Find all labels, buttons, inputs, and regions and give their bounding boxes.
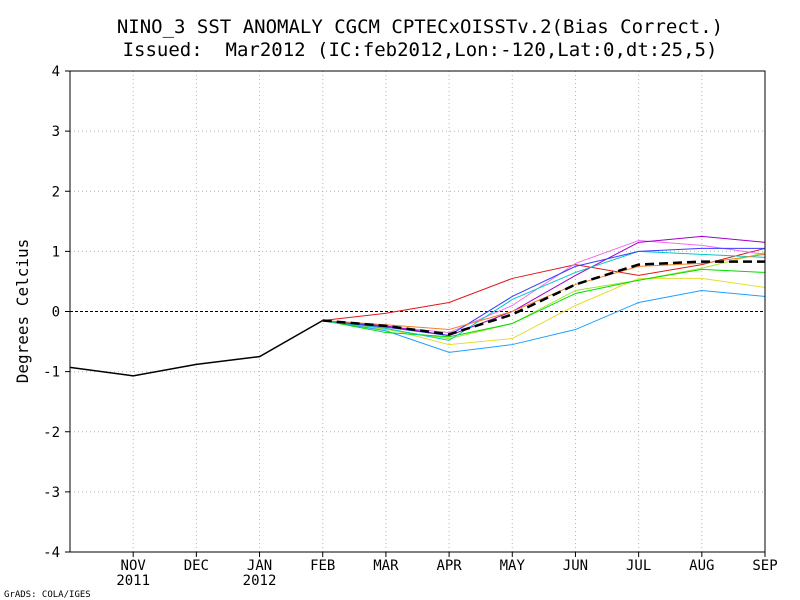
ensemble-member-5-line <box>322 268 766 338</box>
ensemble-member-1-line <box>322 247 766 322</box>
x-tick-label: JUN <box>563 558 588 574</box>
x-tick-label: APR <box>436 558 462 574</box>
x-tick-label: AUG <box>689 558 714 574</box>
x-tick-label: FEB <box>310 558 335 574</box>
y-tick-label: 3 <box>52 124 60 140</box>
y-tick-label: -1 <box>43 365 60 381</box>
grads-credit: GrADS: COLA/IGES <box>4 590 91 600</box>
x-tick-label: MAY <box>500 558 526 574</box>
chart-subtitle: Issued: Mar2012 (IC:feb2012,Lon:-120,Lat… <box>123 39 718 61</box>
y-tick-label: 4 <box>52 64 60 80</box>
x-tick-label: MAR <box>373 558 399 574</box>
x-tick-year-label: 2011 <box>116 573 150 589</box>
y-axis-label: Degrees Celcius <box>13 239 32 384</box>
y-axis-ticks: -4 -3 -2 -1 0 1 2 3 4 <box>43 64 70 561</box>
x-tick-label: DEC <box>184 558 209 574</box>
y-tick-label: -3 <box>43 485 60 501</box>
x-tick-label: SEP <box>752 558 777 574</box>
y-tick-label: 0 <box>52 305 60 321</box>
y-tick-label: -2 <box>43 425 60 441</box>
y-tick-label: -4 <box>43 545 60 561</box>
ensemble-member-3-line <box>322 277 766 346</box>
ensemble-member-4-line <box>322 289 766 353</box>
series-group <box>69 235 766 377</box>
x-tick-year-label: 2012 <box>243 573 277 589</box>
x-tick-label: JUL <box>626 558 651 574</box>
chart-title: NINO_3 SST ANOMALY CGCM CPTECxOISSTv.2(B… <box>117 16 723 38</box>
y-tick-label: 1 <box>52 244 60 260</box>
x-tick-label: NOV <box>121 558 147 574</box>
y-tick-label: 2 <box>52 184 60 200</box>
ensemble-mean-line <box>322 260 765 336</box>
x-tick-label: JAN <box>247 558 272 574</box>
ensemble-member-10-line <box>322 253 766 331</box>
observed-line <box>69 319 324 377</box>
ensemble-member-8-line <box>322 250 766 341</box>
